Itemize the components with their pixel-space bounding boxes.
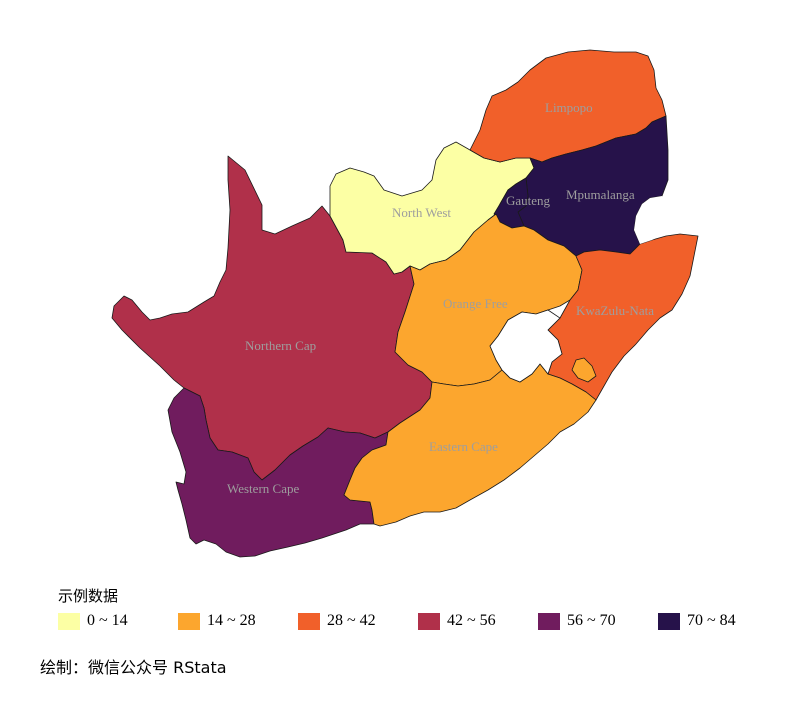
label-northern-cape: Northern Cap xyxy=(245,338,316,353)
label-free-state: Orange Free xyxy=(443,296,508,311)
legend-item: 56 ~ 70 xyxy=(538,612,658,630)
legend-title: 示例数据 xyxy=(58,587,119,605)
region-lesotho xyxy=(489,309,563,383)
legend-item: 0 ~ 14 xyxy=(58,612,178,630)
legend-item: 14 ~ 28 xyxy=(178,612,298,630)
credit-text: 绘制：微信公众号 RStata xyxy=(40,658,227,677)
legend-label: 0 ~ 14 xyxy=(87,612,128,629)
legend-label: 14 ~ 28 xyxy=(207,612,256,629)
label-western-cape: Western Cape xyxy=(227,481,299,496)
legend-swatch xyxy=(418,612,440,630)
legend-label: 28 ~ 42 xyxy=(327,612,376,629)
region-kwazulu-natal-enclave xyxy=(571,357,597,383)
legend-items: 0 ~ 14 14 ~ 28 28 ~ 42 42 ~ 56 56 ~ 70 7… xyxy=(58,612,778,630)
label-kwazulu-natal: KwaZulu-Nata xyxy=(576,303,654,318)
legend-item: 28 ~ 42 xyxy=(298,612,418,630)
legend-item: 42 ~ 56 xyxy=(418,612,538,630)
legend-swatch xyxy=(178,612,200,630)
label-gauteng: Gauteng xyxy=(506,193,551,208)
label-north-west: North West xyxy=(392,205,451,220)
label-limpopo: Limpopo xyxy=(545,100,593,115)
legend-swatch xyxy=(298,612,320,630)
region-eswatini xyxy=(634,196,668,244)
legend: 示例数据 0 ~ 14 14 ~ 28 28 ~ 42 42 ~ 56 56 ~… xyxy=(58,585,778,630)
legend-swatch xyxy=(658,612,680,630)
legend-label: 42 ~ 56 xyxy=(447,612,496,629)
label-eastern-cape: Eastern Cape xyxy=(429,439,498,454)
legend-label: 56 ~ 70 xyxy=(567,612,616,629)
legend-label: 70 ~ 84 xyxy=(687,612,736,629)
legend-swatch xyxy=(538,612,560,630)
legend-swatch xyxy=(58,612,80,630)
label-mpumalanga: Mpumalanga xyxy=(566,187,635,202)
legend-item: 70 ~ 84 xyxy=(658,612,778,630)
